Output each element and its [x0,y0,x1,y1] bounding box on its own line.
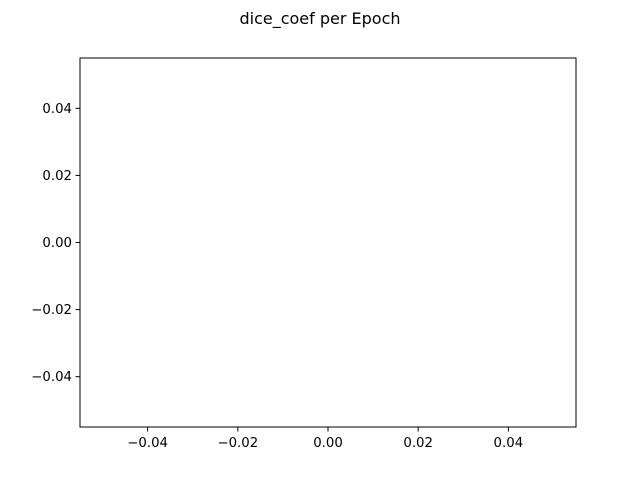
y-tick-label: 0.04 [42,102,72,117]
y-tick-label: 0.02 [42,169,72,184]
x-tick-label: 0.04 [494,436,524,451]
x-tick-label: −0.04 [127,436,168,451]
x-tick-label: −0.02 [217,436,258,451]
y-tick-label: −0.04 [31,370,72,385]
x-axis: −0.04 −0.02 0.00 0.02 0.04 [127,427,523,451]
chart-title: dice_coef per Epoch [239,9,400,29]
plot-area-frame [79,57,577,428]
x-tick-label: 0.00 [313,436,343,451]
y-tick-label: 0.00 [42,236,72,251]
x-tick-label: 0.02 [403,436,433,451]
y-tick-label: −0.02 [31,303,72,318]
y-axis: −0.04 −0.02 0.00 0.02 0.04 [31,102,80,385]
